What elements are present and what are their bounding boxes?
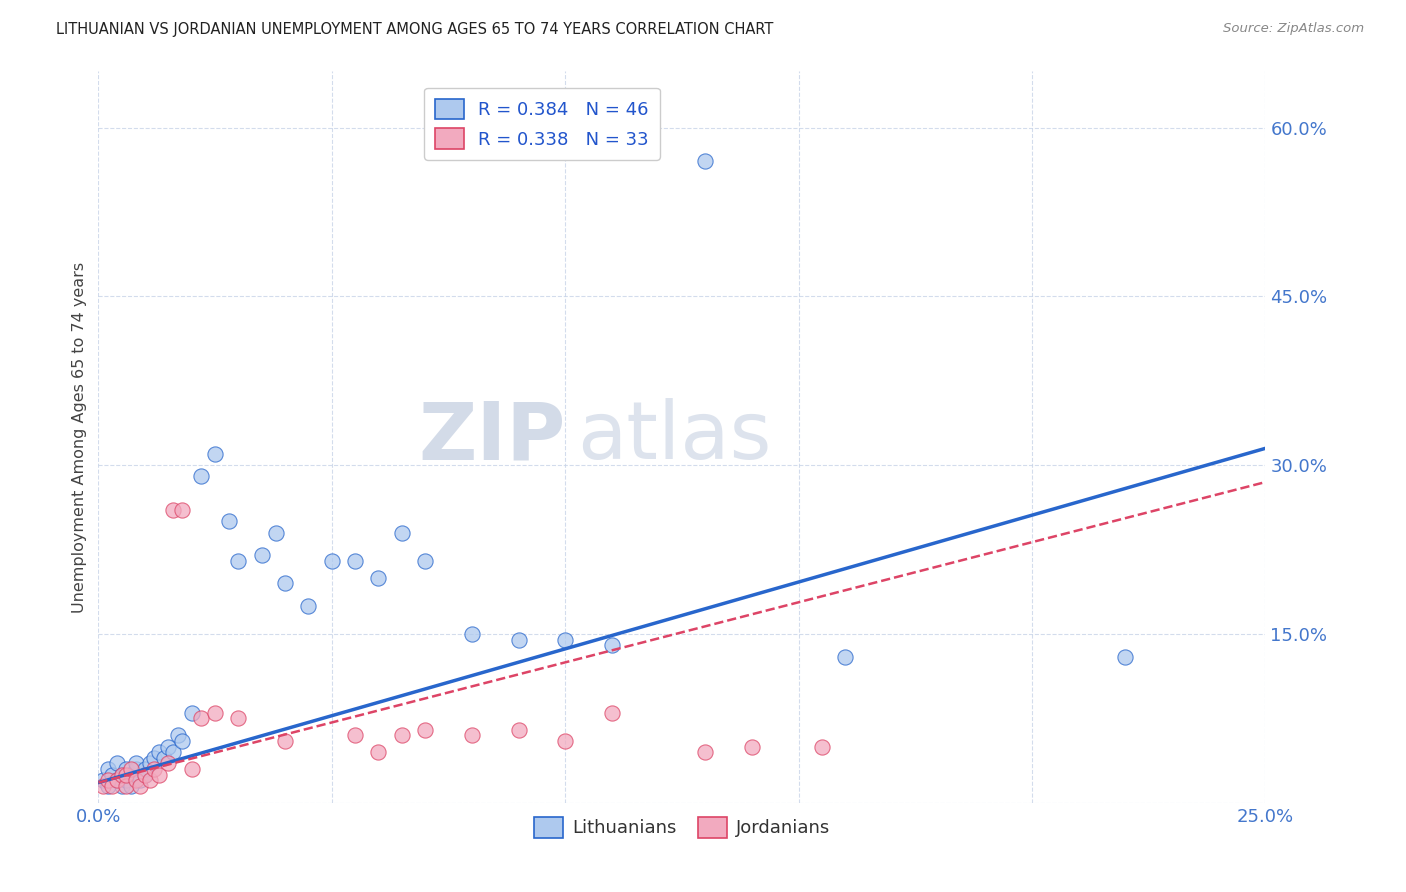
Point (134, 762, 156, 776)
Point (228, 554, 250, 568)
Point (120, 767, 142, 781)
Text: atlas: atlas (576, 398, 772, 476)
Point (180, 706, 202, 720)
Point (834, 649, 856, 664)
Y-axis label: Unemployment Among Ages 65 to 74 years: Unemployment Among Ages 65 to 74 years (72, 261, 87, 613)
Point (600, 706, 623, 720)
Point (143, 762, 166, 776)
Point (1114, 649, 1136, 664)
Point (152, 751, 174, 765)
Point (129, 779, 152, 793)
Point (115, 779, 138, 793)
Point (461, 728, 484, 742)
Point (228, 711, 250, 725)
Point (125, 762, 148, 776)
Point (204, 706, 226, 720)
Point (115, 767, 138, 781)
Point (297, 599, 319, 613)
Point (111, 779, 134, 793)
Point (264, 525, 287, 540)
Point (218, 515, 240, 529)
Point (344, 728, 367, 742)
Point (741, 739, 763, 754)
Point (508, 723, 530, 737)
Point (695, 745, 717, 759)
Point (139, 756, 162, 771)
Point (143, 751, 166, 765)
Text: Source: ZipAtlas.com: Source: ZipAtlas.com (1223, 22, 1364, 36)
Point (134, 767, 156, 781)
Point (391, 728, 413, 742)
Point (157, 739, 180, 754)
Point (554, 632, 576, 647)
Point (111, 767, 134, 781)
Point (250, 548, 273, 562)
Point (148, 767, 170, 781)
Point (148, 745, 170, 759)
Point (695, 154, 717, 169)
Point (120, 779, 142, 793)
Point (125, 756, 148, 771)
Point (367, 745, 389, 759)
Point (97, 773, 120, 788)
Point (180, 762, 202, 776)
Point (172, 734, 194, 748)
Point (274, 734, 297, 748)
Point (125, 773, 148, 788)
Point (321, 554, 343, 568)
Point (367, 571, 389, 585)
Point (115, 773, 138, 788)
Point (120, 762, 142, 776)
Point (97, 762, 120, 776)
Point (101, 779, 124, 793)
Point (129, 773, 152, 788)
Point (190, 469, 212, 483)
Point (91, 773, 114, 788)
Point (91, 779, 114, 793)
Point (157, 756, 180, 771)
Point (105, 756, 128, 771)
Point (344, 554, 367, 568)
Point (172, 503, 194, 517)
Point (97, 779, 120, 793)
Point (134, 767, 156, 781)
Point (139, 773, 162, 788)
Point (413, 554, 436, 568)
Point (105, 773, 128, 788)
Point (508, 632, 530, 647)
Point (105, 773, 128, 788)
Point (162, 745, 184, 759)
Point (554, 734, 576, 748)
Point (413, 723, 436, 737)
Point (600, 638, 623, 652)
Text: LITHUANIAN VS JORDANIAN UNEMPLOYMENT AMONG AGES 65 TO 74 YEARS CORRELATION CHART: LITHUANIAN VS JORDANIAN UNEMPLOYMENT AMO… (56, 22, 773, 37)
Point (166, 728, 188, 742)
Point (111, 767, 134, 781)
Point (204, 447, 226, 461)
Point (190, 711, 212, 725)
Point (115, 762, 138, 776)
Point (101, 767, 124, 781)
Text: ZIP: ZIP (418, 398, 565, 476)
Point (811, 739, 834, 754)
Point (461, 627, 484, 641)
Legend: Lithuanians, Jordanians: Lithuanians, Jordanians (527, 810, 837, 845)
Point (274, 576, 297, 591)
Point (162, 503, 184, 517)
Point (391, 525, 413, 540)
